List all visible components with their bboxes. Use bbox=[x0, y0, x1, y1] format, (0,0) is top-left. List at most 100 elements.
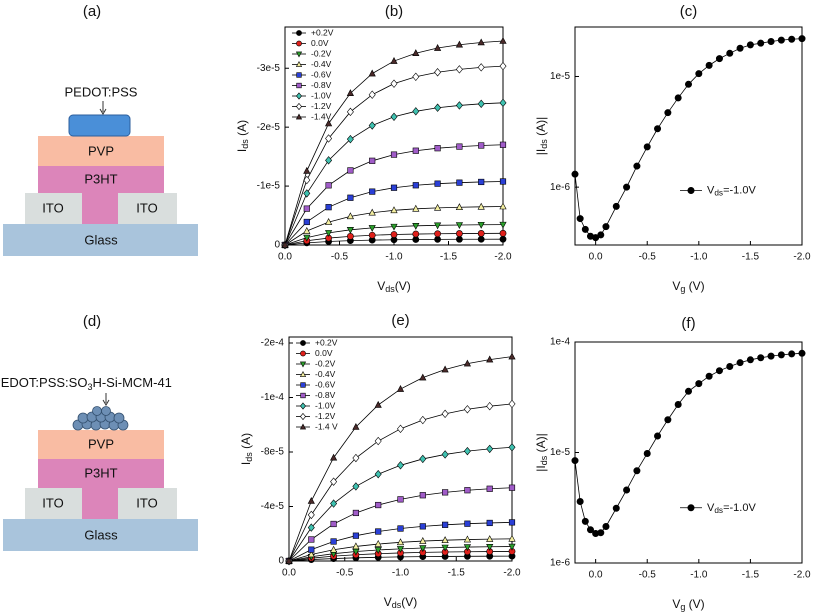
x-axis-label-part: (V) bbox=[395, 279, 411, 293]
y-axis-label-part: ds bbox=[244, 452, 254, 462]
data-point bbox=[654, 125, 662, 133]
y-axis-label-part: (A) bbox=[239, 433, 253, 452]
data-point bbox=[330, 545, 338, 553]
data-point bbox=[368, 69, 376, 77]
data-point bbox=[368, 121, 376, 130]
legend-label: -0.6V bbox=[311, 69, 332, 79]
legend-marker bbox=[296, 30, 302, 36]
data-point bbox=[397, 525, 404, 532]
data-point bbox=[508, 399, 516, 409]
legend-label-part: =-1.0V bbox=[723, 184, 756, 196]
layer-label: Glass bbox=[84, 232, 118, 247]
data-point bbox=[623, 183, 631, 191]
data-point bbox=[746, 41, 754, 49]
layer-label: PVP bbox=[88, 436, 114, 451]
glass-layer bbox=[3, 519, 198, 551]
data-point bbox=[798, 35, 806, 43]
data-point bbox=[441, 536, 449, 543]
y-axis-label-part: |I bbox=[534, 465, 548, 471]
legend-label: Vds=-1.0V bbox=[707, 184, 756, 197]
pvp-layer bbox=[38, 430, 164, 459]
data-point bbox=[705, 372, 713, 380]
legend-marker bbox=[296, 102, 302, 111]
data-point bbox=[352, 509, 359, 517]
x-axis-label-part: (V) bbox=[685, 597, 704, 611]
data-point bbox=[434, 103, 442, 112]
data-point bbox=[486, 543, 494, 551]
data-point bbox=[368, 225, 376, 232]
y-axis-label: Ids (A) bbox=[235, 120, 250, 152]
data-point bbox=[390, 112, 398, 121]
x-tick-label: -0.5 bbox=[639, 252, 657, 263]
data-point bbox=[478, 178, 485, 186]
legend-label: -1.4V bbox=[311, 111, 332, 121]
legend-marker bbox=[296, 82, 302, 89]
legend-marker bbox=[296, 92, 302, 100]
x-axis-label-part: ds bbox=[385, 284, 395, 294]
y-tick-label: -4e-5 bbox=[261, 501, 285, 512]
arrow-head bbox=[99, 108, 107, 115]
coating-label: PEDOT:PSS bbox=[65, 84, 138, 99]
data-point bbox=[499, 36, 507, 44]
ito-layer bbox=[25, 488, 82, 519]
data-point bbox=[508, 543, 516, 551]
x-axis-label-part: V bbox=[377, 279, 385, 293]
data-point bbox=[456, 179, 463, 186]
ito-layer bbox=[25, 193, 82, 224]
data-point bbox=[757, 354, 765, 362]
x-axis-label-part: (V) bbox=[685, 279, 704, 293]
coating-label-part: PEDOT:PSS:SO bbox=[0, 375, 87, 390]
data-point bbox=[602, 223, 610, 231]
data-point bbox=[419, 415, 427, 425]
data-point bbox=[434, 145, 441, 152]
data-point bbox=[441, 365, 449, 373]
chart-title: (c) bbox=[680, 3, 698, 20]
data-point bbox=[463, 405, 471, 414]
data-point bbox=[478, 142, 485, 149]
chart-title: (f) bbox=[681, 315, 695, 332]
legend-marker bbox=[299, 370, 307, 377]
data-point bbox=[499, 202, 507, 210]
data-point bbox=[455, 230, 463, 237]
p3ht-channel bbox=[82, 488, 118, 519]
legend-marker bbox=[295, 60, 303, 67]
y-axis-label: |Ids (A)| bbox=[534, 117, 549, 155]
x-tick-label: -2.0 bbox=[503, 568, 521, 579]
legend-marker bbox=[300, 402, 306, 410]
data-point bbox=[330, 499, 338, 508]
particle-cluster bbox=[72, 406, 129, 431]
data-point bbox=[499, 235, 507, 243]
legend-marker bbox=[295, 51, 303, 58]
data-point bbox=[307, 523, 315, 532]
x-axis-label: Vds(V) bbox=[377, 279, 411, 294]
data-point bbox=[369, 188, 376, 195]
data-point bbox=[390, 231, 398, 238]
data-point bbox=[419, 454, 427, 464]
data-point bbox=[455, 203, 463, 211]
legend-marker bbox=[300, 392, 306, 399]
data-point bbox=[412, 107, 420, 116]
data-point bbox=[330, 538, 337, 545]
data-point bbox=[695, 380, 703, 388]
x-tick-label: 0.0 bbox=[589, 570, 603, 581]
data-point bbox=[375, 528, 382, 535]
y-tick-label: -1e-4 bbox=[261, 392, 285, 403]
x-tick-label: -2.0 bbox=[793, 252, 811, 263]
y-tick-label: 1e-4 bbox=[550, 337, 570, 348]
data-point bbox=[396, 385, 405, 392]
layer-label: ITO bbox=[136, 495, 157, 510]
p3ht-channel bbox=[82, 193, 118, 224]
data-point bbox=[486, 402, 494, 411]
p3ht-layer bbox=[38, 459, 164, 488]
x-tick-label: -1.0 bbox=[690, 252, 708, 263]
data-point bbox=[307, 550, 315, 558]
data-point bbox=[612, 202, 620, 210]
y-axis-label-part: I bbox=[239, 462, 253, 465]
data-point bbox=[664, 109, 672, 117]
data-point bbox=[390, 57, 398, 64]
legend-label-part: V bbox=[707, 502, 715, 514]
x-tick-label: -1.5 bbox=[448, 568, 466, 579]
legend-label: -0.6V bbox=[315, 379, 336, 389]
data-point bbox=[285, 556, 293, 564]
data-point bbox=[477, 38, 485, 46]
